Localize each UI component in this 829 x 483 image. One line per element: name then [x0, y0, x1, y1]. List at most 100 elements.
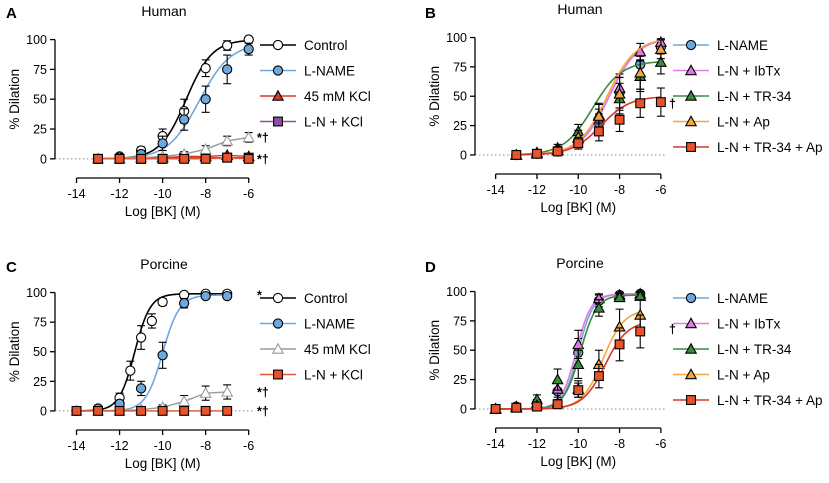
y-tick-label: 25	[453, 119, 467, 133]
data-point	[222, 290, 233, 302]
significance-marker: *†	[257, 152, 269, 166]
panel-label: B	[425, 5, 436, 22]
y-tick-label: 0	[40, 404, 47, 418]
series-l-n-ibtx	[489, 287, 647, 414]
legend-label: L-N + TR-34 + Ap	[717, 140, 823, 155]
legend-marker	[684, 89, 698, 101]
legend-marker	[684, 342, 698, 354]
fit-curve	[495, 293, 641, 410]
fit-curve	[495, 294, 641, 410]
legend-item: L-N + KCl	[260, 367, 363, 382]
y-tick-label: 50	[453, 90, 467, 104]
x-tick-label: -8	[200, 187, 211, 201]
legend-item: L-N + TR-34 + Ap	[673, 393, 823, 408]
significance-marker: †	[669, 323, 676, 337]
legend-marker	[684, 368, 698, 380]
x-tick-label: -12	[111, 439, 129, 453]
data-point	[157, 153, 168, 164]
series-l-name	[490, 288, 646, 415]
data-point	[200, 63, 211, 74]
panel-label: C	[6, 259, 17, 276]
data-point	[552, 399, 563, 410]
significance-marker: *†	[257, 131, 269, 145]
y-axis-label: % Dilation	[427, 320, 442, 381]
data-point	[93, 405, 103, 416]
data-point	[71, 405, 82, 416]
data-point	[114, 405, 125, 416]
legend-item: Control	[260, 38, 348, 53]
legend-item: 45 mM KCl	[260, 89, 371, 104]
panel-c: C Porcine 0 25 50 75 100 % Dilation -14 -12 -10 -8 -…	[6, 256, 371, 471]
legend-label: L-N + KCl	[304, 367, 363, 382]
data-point	[146, 315, 157, 327]
data-point	[178, 114, 190, 125]
data-point	[572, 338, 585, 350]
data-point	[552, 146, 563, 157]
legend-item: L-N + TR-34	[673, 89, 792, 104]
data-point	[655, 97, 666, 108]
legend-item: L-N + KCl	[260, 114, 363, 129]
data-point	[654, 42, 668, 54]
data-point	[199, 386, 212, 398]
x-tick-label: -12	[111, 187, 129, 201]
panel-d: D Porcine 0 25 50 75 100 % Dilation -14 -12 -10 -8 -…	[425, 255, 823, 469]
x-tick-label: -14	[487, 183, 505, 197]
y-tick-label: 0	[460, 148, 467, 162]
x-axis-label: Log [BK] (M)	[540, 200, 616, 215]
legend-marker	[685, 292, 697, 304]
legend-label: 45 mM KCl	[304, 342, 371, 357]
data-point	[135, 332, 147, 343]
legend-label: L-NAME	[717, 38, 768, 53]
legend-item: L-NAME	[260, 63, 355, 78]
data-point	[243, 43, 254, 55]
data-point	[93, 153, 103, 164]
data-point	[125, 365, 136, 376]
x-tick-label: -6	[655, 437, 666, 451]
data-point	[200, 94, 211, 105]
data-point	[136, 405, 147, 416]
data-point	[157, 405, 168, 416]
y-tick-label: 75	[453, 60, 467, 74]
data-point	[179, 405, 190, 416]
legend-item: 45 mM KCl	[260, 342, 371, 357]
legend-label: L-N + TR-34	[717, 89, 792, 104]
x-tick-label: -14	[487, 437, 505, 451]
legend-item: L-N + TR-34 + Ap	[673, 140, 823, 155]
legend-item: L-N + Ap	[673, 367, 770, 382]
series-l-n-tr-34-ap	[490, 314, 646, 414]
legend-label: Control	[304, 291, 348, 306]
legend-label: L-N + TR-34 + Ap	[717, 393, 823, 408]
significance-marker: *†	[257, 385, 269, 399]
data-point	[135, 383, 147, 394]
legend-item: L-NAME	[673, 291, 768, 306]
y-tick-label: 25	[33, 375, 47, 389]
data-point	[157, 350, 168, 361]
y-tick-label: 100	[446, 31, 467, 45]
y-tick-label: 75	[33, 63, 47, 77]
data-point	[114, 153, 125, 164]
data-point	[613, 291, 626, 303]
data-point	[634, 66, 647, 78]
data-point	[199, 142, 212, 155]
legend-marker	[685, 39, 697, 51]
significance-marker: †	[669, 97, 676, 111]
x-tick-label: -14	[67, 187, 85, 201]
data-point	[654, 55, 668, 67]
data-point	[221, 385, 234, 397]
data-point	[179, 153, 190, 164]
legend-marker	[684, 317, 698, 329]
data-point	[532, 148, 542, 159]
legend-item: Control	[260, 291, 348, 306]
legend-label: L-N + TR-34	[717, 342, 792, 357]
x-tick-label: -6	[243, 187, 254, 201]
data-point	[592, 301, 606, 313]
panel-label: A	[6, 5, 17, 22]
data-point	[573, 385, 584, 396]
legend-label: L-NAME	[717, 291, 768, 306]
series-l-n-tr-34-ap	[511, 87, 666, 160]
y-tick-label: 100	[446, 285, 467, 299]
chart-title: Human	[557, 1, 602, 17]
significance-marker: *†	[257, 404, 269, 418]
panel-label: D	[425, 259, 436, 276]
data-point	[613, 87, 626, 99]
